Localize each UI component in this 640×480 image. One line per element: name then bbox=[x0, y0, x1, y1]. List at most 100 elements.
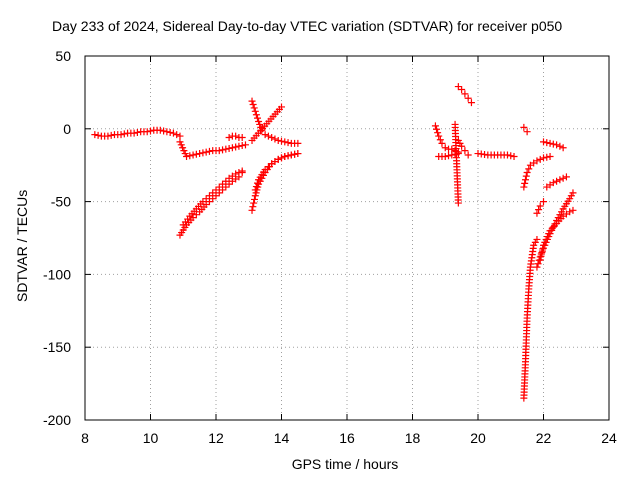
grid bbox=[85, 56, 609, 420]
y-tick-label: 50 bbox=[55, 48, 71, 64]
data-point bbox=[284, 139, 292, 147]
data-point bbox=[537, 252, 545, 260]
data-point bbox=[441, 144, 449, 152]
data-point bbox=[225, 134, 233, 142]
data-point bbox=[556, 142, 564, 150]
data-point bbox=[147, 127, 154, 135]
data-point bbox=[166, 128, 174, 136]
data-point bbox=[535, 206, 543, 214]
data-point bbox=[253, 114, 261, 122]
data-point bbox=[284, 152, 292, 160]
data-point bbox=[569, 189, 577, 197]
x-tick-label: 10 bbox=[143, 430, 159, 446]
data-point bbox=[562, 173, 570, 181]
data-point bbox=[520, 123, 528, 131]
data-point bbox=[546, 152, 554, 160]
data-point bbox=[120, 130, 128, 138]
data-point bbox=[238, 134, 246, 142]
data-point bbox=[250, 195, 258, 203]
data-point bbox=[546, 139, 554, 147]
x-tick-label: 8 bbox=[81, 430, 89, 446]
data-point bbox=[536, 256, 544, 264]
x-tick-label: 18 bbox=[405, 430, 421, 446]
y-tick-label: -100 bbox=[43, 266, 71, 282]
data-point bbox=[523, 128, 531, 136]
data-point bbox=[104, 132, 112, 140]
data-point bbox=[281, 138, 289, 146]
data-point bbox=[264, 132, 272, 140]
data-point bbox=[521, 176, 529, 184]
data-point bbox=[436, 136, 444, 144]
data-point bbox=[510, 152, 518, 160]
data-point bbox=[549, 179, 557, 187]
data-point bbox=[559, 174, 567, 182]
axis-ticks: 8 10 12 14 16 18 20 22 24 -200 -150 -100 -50 0 50 bbox=[43, 48, 617, 446]
data-point bbox=[228, 144, 236, 152]
data-point bbox=[431, 122, 439, 130]
data-point bbox=[467, 99, 475, 107]
data-point bbox=[287, 151, 295, 159]
data-point bbox=[553, 141, 561, 149]
data-point bbox=[458, 85, 466, 93]
data-point bbox=[461, 147, 469, 155]
data-point bbox=[454, 199, 462, 207]
data-point bbox=[464, 94, 472, 102]
data-point bbox=[291, 150, 299, 158]
x-tick-label: 24 bbox=[601, 430, 617, 446]
data-point bbox=[536, 202, 544, 210]
data-point bbox=[525, 165, 533, 173]
data-point bbox=[503, 151, 511, 159]
data-point bbox=[160, 127, 168, 135]
data-point bbox=[241, 141, 249, 149]
data-point bbox=[540, 154, 547, 162]
data-point bbox=[441, 152, 449, 160]
data-point bbox=[133, 128, 141, 136]
data-point bbox=[249, 203, 257, 211]
data-point bbox=[278, 154, 285, 162]
data-point bbox=[278, 137, 285, 145]
y-tick-label: -150 bbox=[43, 339, 71, 355]
x-axis-label: GPS time / hours bbox=[291, 456, 399, 472]
data-point bbox=[94, 131, 102, 139]
data-point bbox=[91, 131, 99, 139]
data-point bbox=[523, 168, 531, 176]
data-point bbox=[173, 131, 181, 139]
data-point bbox=[169, 129, 177, 137]
data-point bbox=[438, 139, 446, 147]
x-tick-label: 20 bbox=[470, 430, 486, 446]
data-point bbox=[458, 142, 466, 150]
data-point bbox=[294, 139, 302, 147]
data-point bbox=[464, 151, 472, 159]
data-point bbox=[248, 97, 256, 105]
data-point bbox=[294, 150, 302, 158]
data-point bbox=[533, 157, 541, 165]
data-point bbox=[538, 249, 546, 257]
data-point bbox=[268, 134, 276, 142]
data-point bbox=[189, 151, 197, 159]
data-point bbox=[553, 177, 561, 185]
data-point bbox=[540, 138, 547, 146]
data-point bbox=[249, 101, 257, 109]
data-point bbox=[235, 168, 243, 176]
data-point bbox=[435, 132, 443, 140]
data-point bbox=[559, 144, 567, 152]
plot-frame bbox=[84, 55, 610, 421]
data-point bbox=[569, 206, 577, 214]
x-tick-label: 22 bbox=[536, 430, 552, 446]
data-point bbox=[156, 126, 164, 134]
data-point bbox=[271, 135, 279, 143]
data-point bbox=[534, 260, 542, 268]
data-point bbox=[251, 186, 259, 194]
data-point bbox=[445, 152, 453, 160]
data-point bbox=[225, 144, 233, 152]
data-point bbox=[143, 128, 151, 136]
data-point bbox=[238, 167, 246, 175]
data-point bbox=[274, 136, 282, 144]
data-point bbox=[183, 152, 191, 160]
data-point bbox=[107, 131, 115, 139]
data-point bbox=[536, 155, 544, 163]
data-point bbox=[533, 235, 541, 243]
data-point bbox=[540, 198, 547, 206]
data-point bbox=[238, 142, 246, 150]
data-points bbox=[91, 83, 577, 402]
